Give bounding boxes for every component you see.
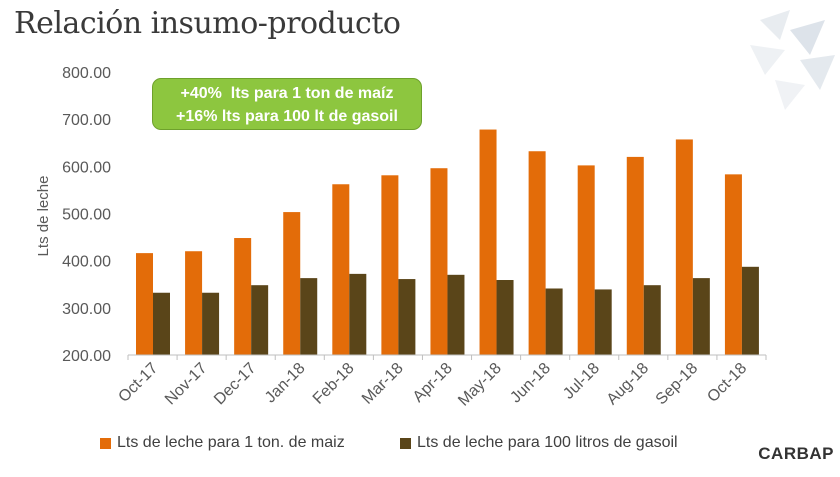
y-tick-label: 300.00: [62, 301, 111, 318]
legend-item-gasoil: Lts de leche para 100 litros de gasoil: [400, 434, 678, 452]
bar-maiz: [479, 129, 497, 355]
callout-line-2: +16% lts para 100 lt de gasoil: [176, 108, 398, 125]
bar-maiz: [577, 165, 595, 355]
callout-line-1: +40% lts para 1 ton de maíz: [180, 85, 394, 102]
callout-box: +40% lts para 1 ton de maíz +16% lts par…: [152, 78, 422, 130]
x-axis: Oct-17 Nov-17 Dec-17 Jan-18 Feb-18 Mar-18 Apr-…: [115, 354, 767, 410]
bar-gasoil: [447, 274, 465, 355]
x-tick-label: Mar-18: [359, 360, 407, 408]
legend-swatch-gasoil: [400, 437, 411, 449]
bars: [136, 129, 759, 355]
y-tick-label: 700.00: [62, 112, 111, 129]
bar-gasoil: [349, 273, 367, 355]
bar-maiz: [185, 251, 203, 355]
x-tick-label: Oct-17: [115, 360, 161, 406]
y-axis-label: Lts de leche: [35, 176, 52, 257]
bar-gasoil: [643, 285, 661, 355]
bar-maiz: [430, 168, 448, 355]
bar-gasoil: [202, 292, 220, 355]
x-tick-label: Oct-18: [704, 360, 750, 406]
bar-gasoil: [300, 278, 318, 355]
x-tick-label: Aug-18: [604, 360, 653, 409]
bar-gasoil: [496, 280, 514, 355]
bar-chart: 200.00 300.00 400.00 500.00 600.00 700.00 800.…: [35, 65, 767, 410]
y-tick-label: 200.00: [62, 348, 111, 365]
bar-maiz: [528, 151, 546, 355]
legend-swatch-maiz: [100, 437, 111, 449]
decorative-triangles-icon: [750, 10, 835, 110]
bar-maiz: [381, 175, 399, 355]
bar-maiz: [626, 156, 644, 355]
bar-gasoil: [153, 292, 170, 355]
x-tick-label: May-18: [455, 360, 505, 410]
bar-gasoil: [545, 288, 563, 355]
x-tick-label: Feb-18: [310, 360, 358, 408]
bar-maiz: [675, 139, 693, 355]
y-tick-label: 500.00: [62, 207, 111, 224]
bar-maiz: [283, 212, 301, 355]
x-tick-label: Dec-17: [211, 360, 260, 409]
y-tick-label: 800.00: [62, 65, 111, 82]
bar-maiz: [234, 238, 252, 355]
bar-maiz: [136, 253, 153, 355]
bar-gasoil: [692, 278, 710, 355]
x-tick-label: Jul-18: [560, 360, 603, 403]
bar-maiz: [332, 184, 350, 355]
legend-label-maiz: Lts de leche para 1 ton. de maiz: [117, 434, 345, 451]
brand-logo-text: CARBAP: [758, 444, 834, 463]
legend-label-gasoil: Lts de leche para 100 litros de gasoil: [417, 434, 678, 451]
x-tick-label: Jan-18: [262, 360, 309, 407]
y-tick-label: 400.00: [62, 254, 111, 271]
bar-gasoil: [741, 266, 759, 355]
x-tick-label: Sep-18: [653, 360, 702, 409]
legend: Lts de leche para 1 ton. de maiz Lts de …: [0, 434, 840, 454]
legend-item-maiz: Lts de leche para 1 ton. de maiz: [100, 434, 345, 452]
x-tick-label: Apr-18: [410, 360, 456, 406]
bar-maiz: [724, 174, 742, 355]
chart-title: Relación insumo-producto: [14, 6, 401, 41]
y-tick-label: 600.00: [62, 159, 111, 176]
x-tick-label: Jun-18: [507, 360, 554, 407]
bar-gasoil: [398, 279, 416, 355]
x-tick-label: Nov-17: [162, 360, 211, 409]
y-axis: 200.00 300.00 400.00 500.00 600.00 700.00 800.…: [62, 65, 111, 365]
bar-gasoil: [251, 285, 269, 355]
bar-gasoil: [594, 289, 612, 355]
